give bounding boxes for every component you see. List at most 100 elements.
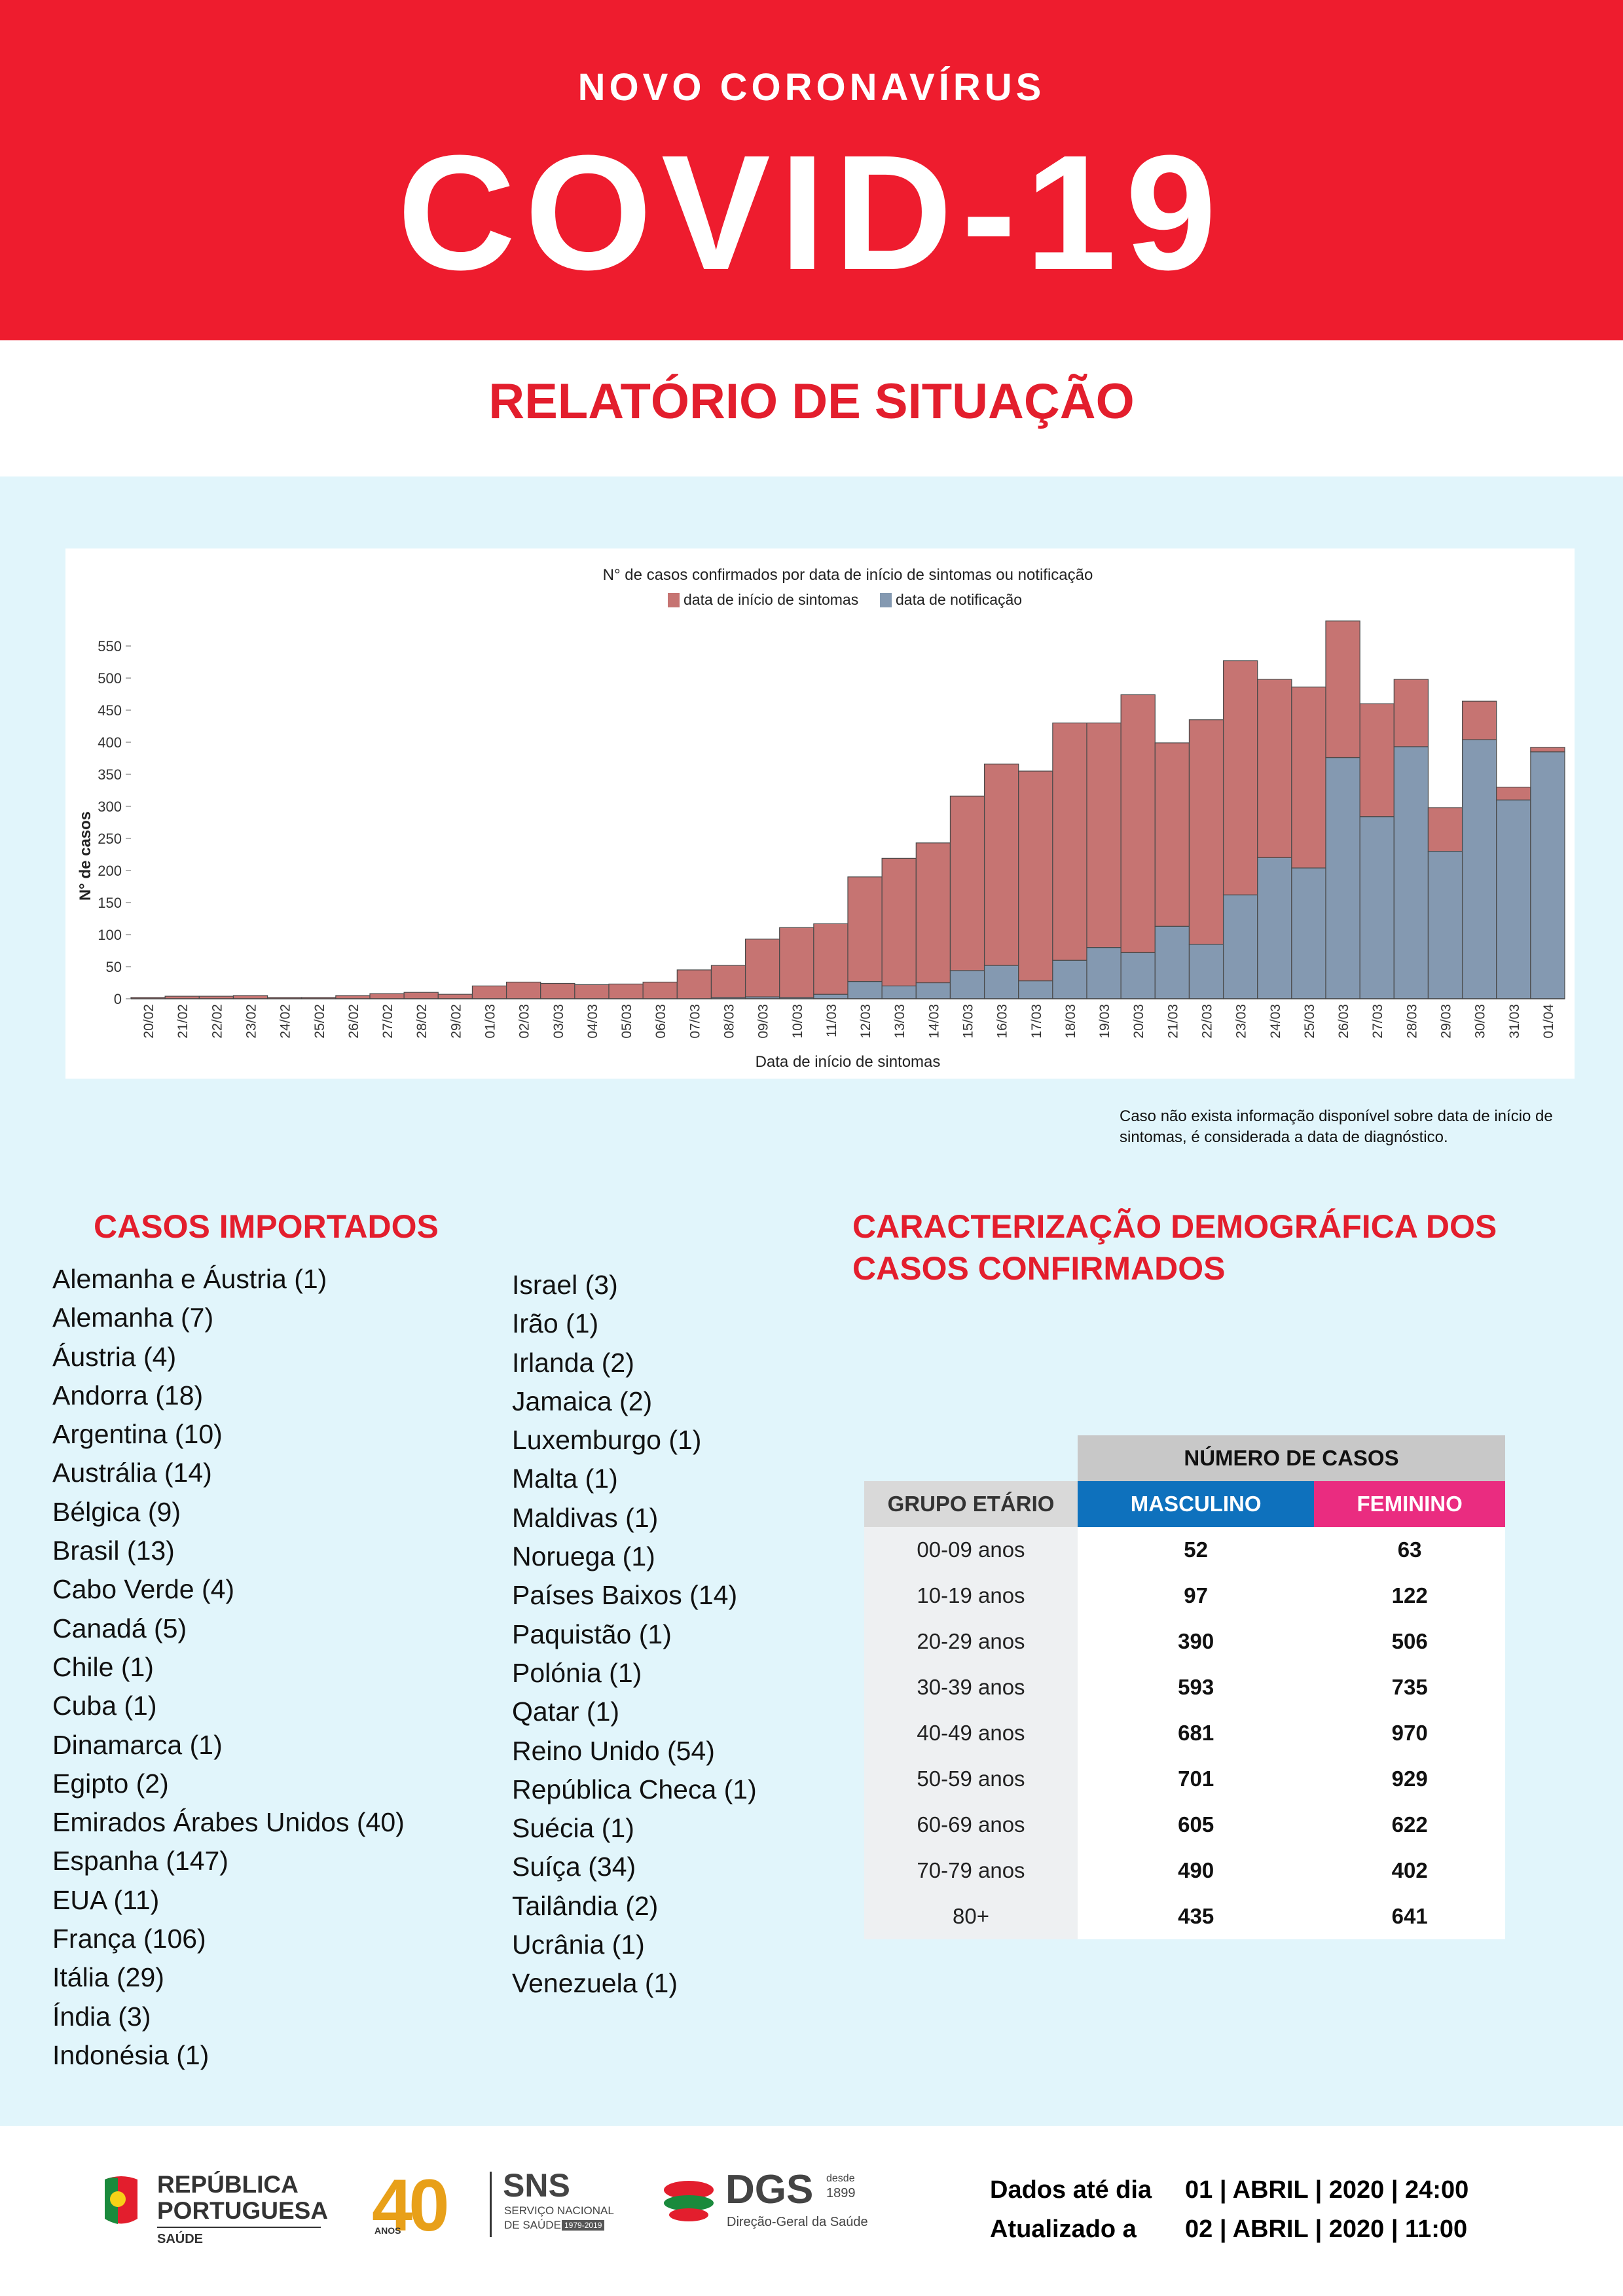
bar-symptoms <box>1530 747 1565 753</box>
y-tick-label: 500 <box>98 670 122 687</box>
country-item: Paquistão (1) <box>512 1619 672 1649</box>
republica-text-3: SAÚDE <box>157 2232 204 2246</box>
chart-note: Caso não exista informação disponível so… <box>1120 1107 1553 1146</box>
bar-notification <box>847 980 883 999</box>
age-cell: 70-79 anos <box>864 1848 1078 1893</box>
imported-cases-title: CASOS IMPORTADOS <box>94 1208 439 1245</box>
x-tick-label: 27/02 <box>380 1004 395 1039</box>
footer <box>0 2126 1623 2296</box>
x-tick-label: 24/02 <box>278 1004 293 1039</box>
dgs-emblem <box>661 2172 717 2231</box>
table-row: 80+ 435 641 <box>864 1893 1505 1939</box>
dgs-emblem-icon <box>664 2181 714 2221</box>
country-item: Ucrânia (1) <box>512 1929 645 1960</box>
country-item: Tailândia (2) <box>512 1890 659 1921</box>
x-tick-label: 22/02 <box>210 1004 225 1039</box>
country-item: Cuba (1) <box>52 1691 157 1721</box>
table-row: 00-09 anos 52 63 <box>864 1527 1505 1573</box>
bar-notification <box>1461 739 1497 999</box>
male-count: 52 <box>1078 1527 1315 1573</box>
republica-divider <box>157 2227 321 2228</box>
bar-notification <box>1530 751 1565 999</box>
male-count: 593 <box>1078 1664 1315 1710</box>
country-item: Reino Unido (54) <box>512 1735 715 1766</box>
country-item: Suécia (1) <box>512 1813 634 1844</box>
country-item: Chile (1) <box>52 1651 154 1682</box>
x-tick-label: 08/03 <box>722 1004 737 1039</box>
y-tick-label: 400 <box>98 734 122 751</box>
y-tick-label: 100 <box>98 927 122 943</box>
country-item: Dinamarca (1) <box>52 1729 223 1760</box>
bar-symptoms <box>505 981 541 999</box>
bar-notification <box>1188 944 1224 999</box>
anniversary-anos: ANOS <box>374 2225 401 2236</box>
x-tick-label: 18/03 <box>1063 1004 1078 1039</box>
bar-notification <box>1496 799 1531 999</box>
cases-chart-svg: N° de casos confirmados por data de iníc… <box>77 566 1565 1071</box>
female-count: 970 <box>1314 1710 1505 1756</box>
age-cell: 40-49 anos <box>864 1710 1078 1756</box>
age-cell: 00-09 anos <box>864 1527 1078 1573</box>
bar-notification <box>1257 857 1292 999</box>
x-tick-label: 01/03 <box>483 1004 498 1039</box>
country-item: Noruega (1) <box>512 1541 655 1572</box>
country-item: Cabo Verde (4) <box>52 1574 235 1605</box>
dgs-title: DGS <box>725 2167 814 2212</box>
bar-symptoms <box>403 992 439 999</box>
republica-logo <box>98 2173 144 2235</box>
demographics-title: CARACTERIZAÇÃO DEMOGRÁFICA DOS CASOS CON… <box>852 1208 1497 1287</box>
y-axis-label: N° de casos <box>77 812 94 901</box>
legend-swatch-symptoms <box>668 593 680 607</box>
legend-notification: data de notificação <box>896 591 1022 608</box>
bar-symptoms <box>779 927 814 998</box>
bar-symptoms <box>1052 723 1087 961</box>
x-tick-label: 12/03 <box>858 1004 873 1039</box>
x-tick-label: 19/03 <box>1097 1004 1112 1039</box>
header-female: FEMININO <box>1314 1481 1505 1527</box>
chart-title: N° de casos confirmados por data de iníc… <box>603 566 1093 584</box>
table-row: 70-79 anos 490 402 <box>864 1848 1505 1893</box>
y-tick-label: 150 <box>98 895 122 911</box>
sns-line2: DE SAÚDE <box>504 2219 561 2231</box>
x-tick-label: 05/03 <box>619 1004 634 1039</box>
x-tick-label: 27/03 <box>1370 1004 1385 1039</box>
female-count: 929 <box>1314 1756 1505 1802</box>
data-until-value: 01 | ABRIL | 2020 | 24:00 <box>1185 2176 1469 2204</box>
x-tick-label: 06/03 <box>653 1004 668 1039</box>
bar-symptoms <box>1325 620 1360 759</box>
bar-notification <box>915 982 951 999</box>
portugal-flag-icon <box>105 2176 137 2224</box>
country-item: Austrália (14) <box>52 1458 212 1488</box>
x-tick-label: 23/03 <box>1234 1004 1249 1039</box>
bar-symptoms <box>1359 703 1395 817</box>
dgs-since-year: 1899 <box>826 2186 856 2200</box>
updated-label: Atualizado a <box>990 2215 1137 2243</box>
x-tick-label: 25/02 <box>312 1004 327 1039</box>
legend-symptoms: data de início de sintomas <box>684 591 858 608</box>
age-cell: 80+ <box>864 1893 1078 1939</box>
header-num-cases: NÚMERO DE CASOS <box>1078 1435 1505 1481</box>
bar-notification <box>881 985 917 999</box>
country-item: Malta (1) <box>512 1463 618 1494</box>
bar-symptoms <box>676 969 712 999</box>
bar-symptoms <box>642 981 678 999</box>
x-tick-label: 13/03 <box>892 1004 907 1039</box>
bar-symptoms <box>1291 687 1326 869</box>
country-item: Egipto (2) <box>52 1768 169 1799</box>
header-age-group: GRUPO ETÁRIO <box>864 1481 1078 1527</box>
bar-notification <box>1291 867 1326 999</box>
country-item: Irão (1) <box>512 1308 599 1339</box>
female-count: 622 <box>1314 1802 1505 1848</box>
female-count: 506 <box>1314 1619 1505 1664</box>
bar-symptoms <box>744 939 780 997</box>
anniversary-40-logo: 40 <box>372 2164 450 2246</box>
sns-years: 1979-2019 <box>562 2220 605 2231</box>
x-tick-label: 26/02 <box>346 1004 361 1039</box>
x-tick-label: 15/03 <box>961 1004 976 1039</box>
country-item: Polónia (1) <box>512 1657 642 1688</box>
x-tick-label: 09/03 <box>756 1004 771 1039</box>
bar-symptoms <box>1461 700 1497 740</box>
bar-notification <box>1359 816 1395 999</box>
x-tick-label: 02/03 <box>517 1004 532 1039</box>
female-count: 122 <box>1314 1573 1505 1619</box>
